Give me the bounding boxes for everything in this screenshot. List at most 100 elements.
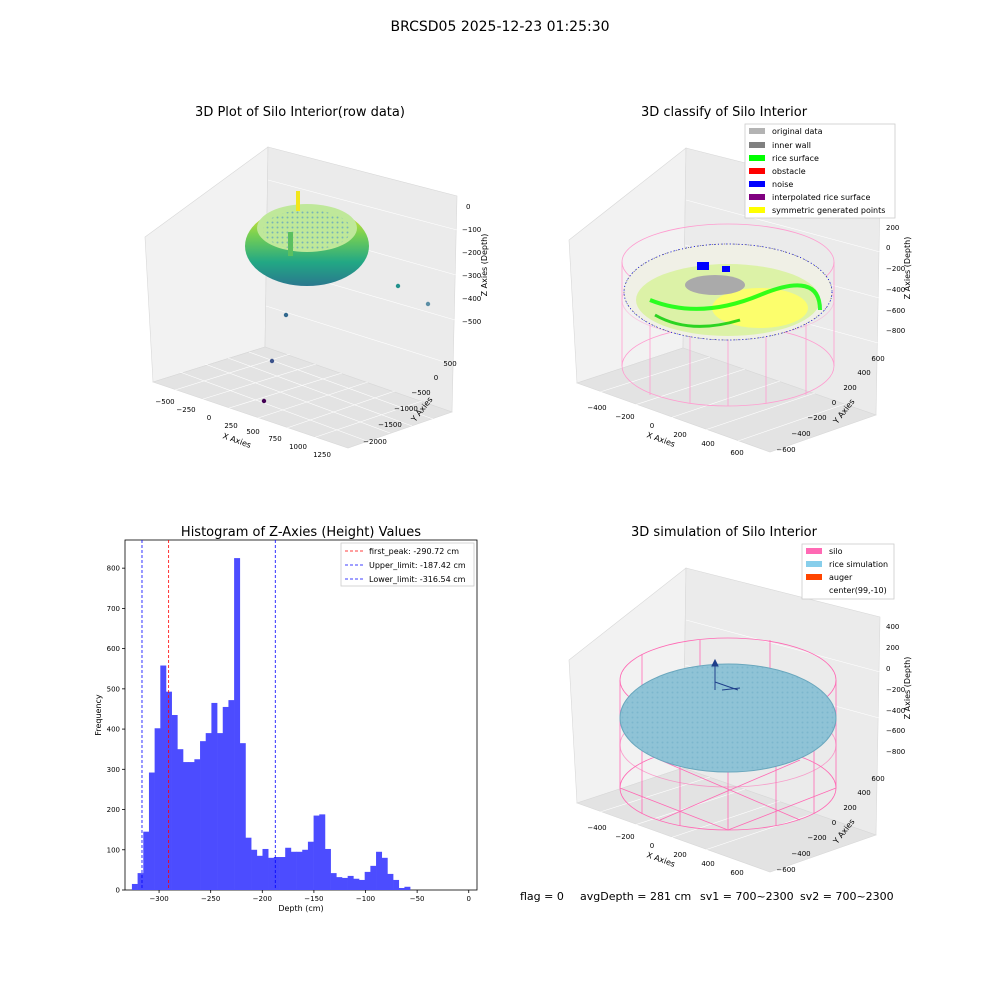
outlier-point bbox=[425, 301, 431, 307]
panel1-point-cloud bbox=[245, 191, 369, 286]
hist-bar bbox=[234, 558, 241, 890]
svg-text:600: 600 bbox=[871, 355, 884, 363]
svg-text:−200: −200 bbox=[886, 686, 905, 694]
hist-bars bbox=[131, 558, 411, 890]
panel4-legend: silo rice simulation auger center(99,-10… bbox=[801, 543, 895, 600]
hist-bar bbox=[359, 879, 365, 890]
hist-bar bbox=[404, 886, 411, 890]
svg-text:1250: 1250 bbox=[313, 451, 331, 459]
svg-text:Z Axies (Depth): Z Axies (Depth) bbox=[903, 657, 912, 720]
svg-text:600: 600 bbox=[730, 449, 743, 457]
panel1-x-ticks: −500 −250 0 250 500 750 1000 1250 bbox=[155, 398, 331, 459]
svg-text:−500: −500 bbox=[411, 389, 430, 397]
hist-bar bbox=[194, 759, 201, 890]
svg-text:0: 0 bbox=[832, 819, 836, 827]
avg-depth-text: avgDepth = 281 cm bbox=[580, 890, 691, 903]
svg-text:0: 0 bbox=[650, 842, 654, 850]
hist-x-ticks: −300 −250 −200 −150 −100 −50 0 bbox=[149, 890, 471, 903]
outlier-point bbox=[261, 398, 267, 404]
hist-bar bbox=[376, 851, 383, 890]
svg-text:200: 200 bbox=[673, 851, 686, 859]
hist-y-ticks: 0 100 200 300 400 500 600 700 800 bbox=[107, 565, 125, 895]
hist-bar bbox=[313, 815, 320, 890]
hist-bar bbox=[330, 873, 337, 890]
panel1-y-ticks: 500 0 −500 −1000 −1500 −2000 bbox=[363, 360, 457, 446]
svg-text:0: 0 bbox=[207, 414, 211, 422]
svg-text:−500: −500 bbox=[155, 398, 174, 406]
svg-text:0: 0 bbox=[466, 203, 470, 211]
svg-text:0: 0 bbox=[650, 422, 654, 430]
svg-text:−100: −100 bbox=[462, 226, 481, 234]
panel1-pane-left bbox=[144, 146, 269, 383]
outlier-point bbox=[283, 312, 289, 318]
hist-bar bbox=[154, 728, 161, 890]
svg-text:−600: −600 bbox=[776, 866, 795, 874]
svg-text:1000: 1000 bbox=[289, 443, 307, 451]
panel-classify-3d: 3D classify of Silo Interior bbox=[568, 105, 912, 457]
hist-bar bbox=[251, 849, 258, 890]
outlier-point bbox=[269, 358, 275, 364]
panel1-title: 3D Plot of Silo Interior(row data) bbox=[195, 105, 405, 120]
hist-y-tick-label: 0 bbox=[116, 887, 120, 895]
hist-bar bbox=[370, 865, 377, 890]
hist-bar bbox=[177, 749, 184, 890]
hist-y-tick-label: 600 bbox=[107, 645, 120, 653]
hist-bar bbox=[143, 831, 150, 890]
hist-bar bbox=[319, 814, 326, 890]
svg-text:auger: auger bbox=[829, 573, 853, 582]
hist-x-tick-label: −150 bbox=[304, 895, 323, 903]
legend-lower-limit: Lower_limit: -316.54 cm bbox=[369, 575, 466, 584]
svg-text:−300: −300 bbox=[462, 272, 481, 280]
hist-bar bbox=[381, 857, 388, 890]
panel1-grid bbox=[174, 179, 458, 442]
svg-text:Z Axies (Depth): Z Axies (Depth) bbox=[903, 237, 912, 300]
svg-text:400: 400 bbox=[857, 789, 870, 797]
hist-bar bbox=[285, 847, 292, 890]
panel1-outliers bbox=[261, 283, 431, 404]
panel4-title: 3D simulation of Silo Interior bbox=[631, 525, 818, 540]
status-footer: flag = 0 avgDepth = 281 cm sv1 = 700~230… bbox=[520, 890, 894, 903]
svg-text:symmetric generated points: symmetric generated points bbox=[772, 206, 885, 215]
svg-text:interpolated rice surface: interpolated rice surface bbox=[772, 193, 870, 202]
hist-bar bbox=[222, 706, 229, 890]
panel2-symmetric-points bbox=[712, 288, 808, 328]
svg-text:−800: −800 bbox=[886, 327, 905, 335]
legend-upper-limit: Upper_limit: -187.42 cm bbox=[369, 561, 466, 570]
hist-bar bbox=[268, 857, 275, 890]
svg-text:−600: −600 bbox=[886, 727, 905, 735]
svg-text:−400: −400 bbox=[791, 850, 810, 858]
hist-lines bbox=[141, 540, 276, 890]
hist-bar bbox=[148, 772, 155, 890]
hist-bar bbox=[160, 665, 167, 890]
svg-text:400: 400 bbox=[886, 623, 899, 631]
svg-text:400: 400 bbox=[857, 369, 870, 377]
hist-bar bbox=[211, 702, 218, 890]
hist-ylabel: Frequency bbox=[94, 694, 103, 736]
hist-x-tick-label: −100 bbox=[356, 895, 375, 903]
svg-text:obstacle: obstacle bbox=[772, 167, 806, 176]
hist-bar bbox=[324, 848, 331, 890]
svg-text:X Axies: X Axies bbox=[645, 430, 676, 449]
svg-text:500: 500 bbox=[246, 428, 259, 436]
hist-bar bbox=[273, 857, 280, 890]
hist-y-tick-label: 300 bbox=[107, 766, 120, 774]
figure-suptitle: BRCSD05 2025-12-23 01:25:30 bbox=[390, 19, 609, 35]
hist-bar bbox=[188, 762, 195, 890]
svg-text:0: 0 bbox=[886, 244, 890, 252]
hist-bar bbox=[245, 837, 252, 890]
hist-bar bbox=[137, 873, 144, 890]
svg-text:−400: −400 bbox=[587, 824, 606, 832]
svg-text:−600: −600 bbox=[886, 307, 905, 315]
svg-text:−250: −250 bbox=[176, 406, 195, 414]
svg-text:600: 600 bbox=[730, 869, 743, 877]
legend-first-peak: first_peak: -290.72 cm bbox=[369, 547, 459, 556]
hist-bar bbox=[290, 851, 297, 890]
panel-simulation-3d: 3D simulation of Silo Interior bbox=[568, 525, 912, 877]
svg-text:600: 600 bbox=[871, 775, 884, 783]
svg-text:−200: −200 bbox=[462, 249, 481, 257]
panel1-zlabel: Z Axies (Depth) bbox=[480, 234, 489, 297]
svg-text:−400: −400 bbox=[462, 295, 481, 303]
svg-text:−600: −600 bbox=[776, 446, 795, 454]
svg-text:−400: −400 bbox=[791, 430, 810, 438]
svg-text:original data: original data bbox=[772, 127, 823, 136]
